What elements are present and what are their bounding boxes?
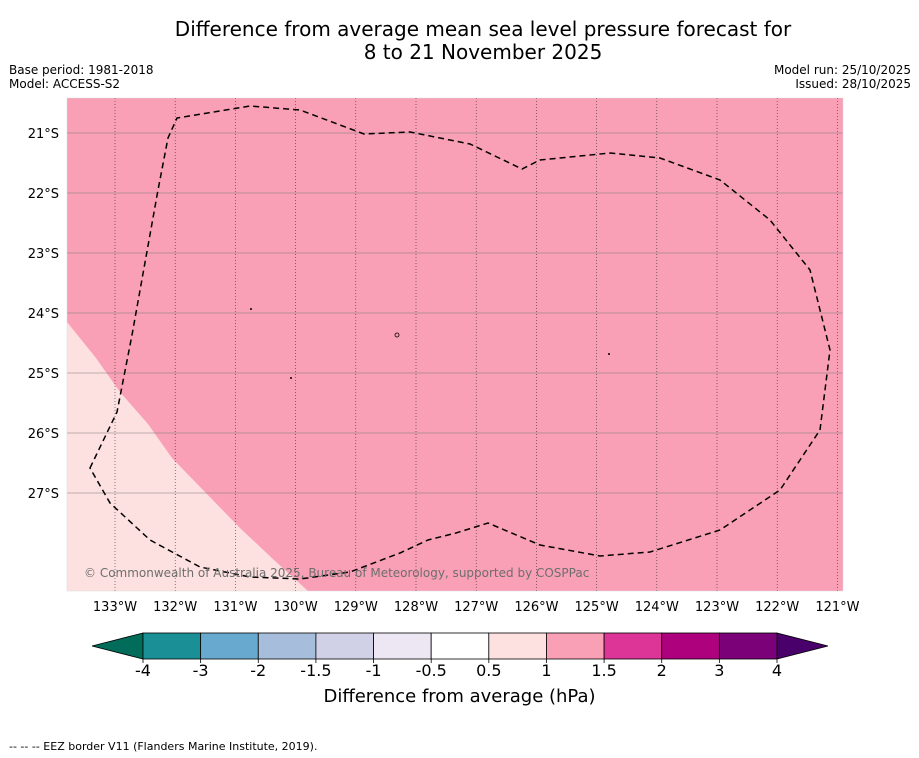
colorbar-segment	[603, 632, 663, 660]
lon-label: 133°W	[93, 600, 137, 615]
colorbar-tick-label: -0.5	[416, 661, 447, 680]
colorbar-tick-label: -4	[135, 661, 151, 680]
colorbar-min-extension	[91, 632, 144, 660]
longitude-labels: 133°W 132°W 131°W 130°W 129°W 128°W 127°W 126°W…	[93, 600, 860, 615]
lon-label: 128°W	[394, 600, 438, 615]
colorbar-segment	[430, 632, 490, 660]
colorbar-tick-label: 2	[657, 661, 667, 680]
colorbar-tick-label: 1	[541, 661, 551, 680]
colorbar-tick-label: -1.5	[300, 661, 331, 680]
copyright-notice: © Commonwealth of Australia 2025, Bureau…	[84, 566, 589, 580]
colorbar-segment	[315, 632, 374, 660]
lon-label: 122°W	[755, 600, 799, 615]
eez-border	[89, 105, 831, 580]
island	[608, 353, 610, 355]
colorbar-segment	[488, 632, 547, 660]
lon-label: 125°W	[575, 600, 619, 615]
colorbar-segment	[142, 632, 202, 660]
colorbar-label: Difference from average (hPa)	[323, 686, 596, 707]
colorbar-tick-label: -1	[366, 661, 382, 680]
colorbar-tick-label: -2	[250, 661, 266, 680]
title-line-1: Difference from average mean sea level p…	[174, 17, 792, 41]
lon-label: 132°W	[153, 600, 197, 615]
lat-label: 26°S	[28, 427, 59, 442]
colorbar-segment	[200, 632, 259, 660]
colorbar-segment	[661, 632, 720, 660]
lon-label: 130°W	[274, 600, 318, 615]
meta-left: Base period: 1981-2018 Model: ACCESS-S2	[9, 63, 154, 91]
colorbar-segment	[257, 632, 317, 660]
island	[250, 308, 252, 310]
colorbar-tick-label: -3	[193, 661, 209, 680]
lon-label: 129°W	[334, 600, 378, 615]
lat-label: 24°S	[28, 307, 59, 322]
title-line-2: 8 to 21 November 2025	[363, 40, 603, 64]
lon-label: 124°W	[635, 600, 679, 615]
island	[394, 332, 400, 338]
colorbar-segment	[546, 632, 605, 660]
colorbar-tick-label: 4	[772, 661, 782, 680]
model-run: Model run: 25/10/2025	[773, 63, 911, 77]
lat-label: 25°S	[28, 367, 59, 382]
issued-date: Issued: 28/10/2025	[795, 77, 911, 91]
lon-label: 131°W	[213, 600, 257, 615]
lat-label: 22°S	[28, 187, 59, 202]
colorbar-tick-label: 1.5	[591, 661, 616, 680]
lon-label: 126°W	[514, 600, 558, 615]
base-period: Base period: 1981-2018	[9, 63, 154, 77]
map-frame	[66, 97, 844, 592]
lon-label: 123°W	[695, 600, 739, 615]
lat-label: 21°S	[28, 127, 59, 142]
model-name: Model: ACCESS-S2	[9, 77, 121, 91]
lat-label: 27°S	[28, 487, 59, 502]
lon-label: 127°W	[454, 600, 498, 615]
chart-title: Difference from average mean sea level p…	[0, 18, 919, 64]
footnote: -- -- -- EEZ border V11 (Flanders Marine…	[9, 740, 318, 753]
colorbar: -4 -3 -2 -1.5 -1 -0.5 0.5 1 1.5 2 3 4	[91, 632, 829, 680]
gridlines	[67, 98, 843, 591]
map-area	[67, 98, 843, 591]
colorbar-tick-label: 3	[714, 661, 724, 680]
colorbar-tick-label: 0.5	[476, 661, 501, 680]
lon-label: 121°W	[815, 600, 859, 615]
lat-label: 23°S	[28, 247, 59, 262]
colorbar-segment	[718, 632, 778, 660]
colorbar-max-extension	[776, 632, 829, 660]
latitude-labels: 21°S 22°S 23°S 24°S 25°S 26°S 27°S	[28, 127, 59, 502]
meta-right: Model run: 25/10/2025 Issued: 28/10/2025	[774, 63, 911, 91]
colorbar-segment	[373, 632, 432, 660]
island	[290, 377, 292, 379]
anomaly-field-0.5-to-1	[67, 322, 308, 591]
